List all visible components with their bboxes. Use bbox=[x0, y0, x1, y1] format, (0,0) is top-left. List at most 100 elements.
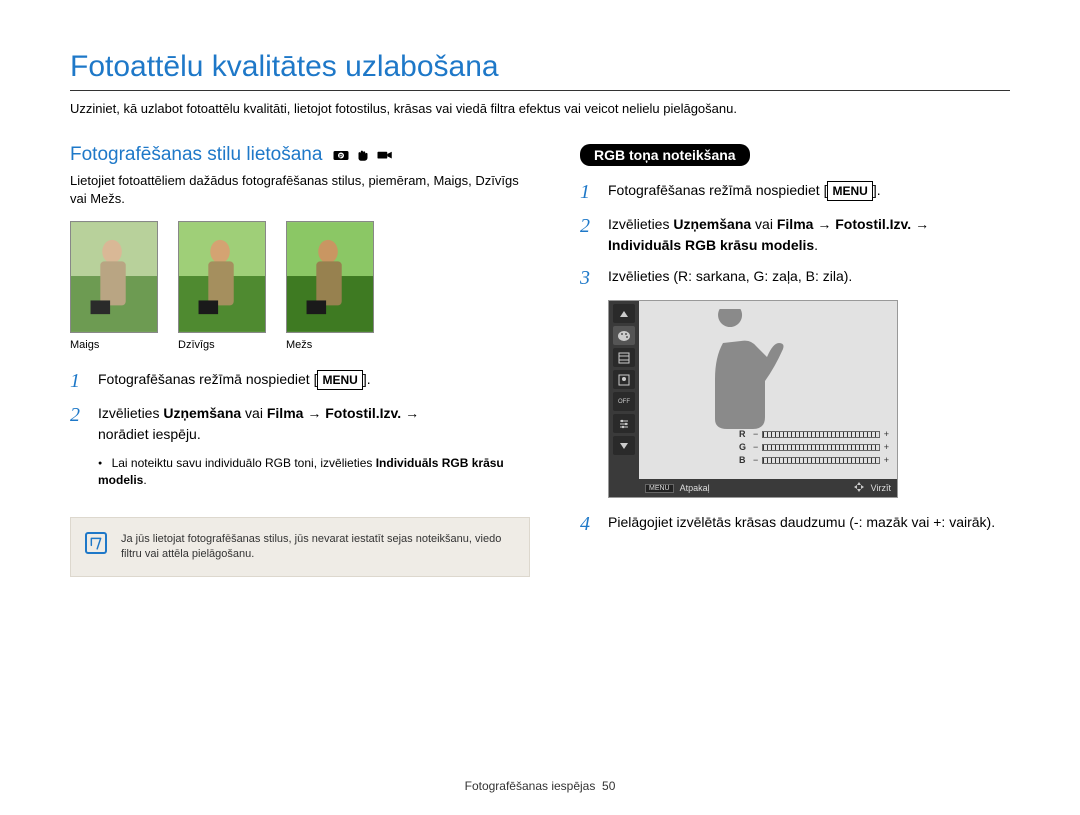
thumb-image bbox=[70, 221, 158, 333]
text-fragment: Fotografēšanas režīmā nospiediet [ bbox=[608, 182, 827, 198]
lcd-sidebar: OFF bbox=[609, 301, 639, 497]
text-fragment: norādiet iespēju. bbox=[98, 426, 201, 442]
text-fragment: ]. bbox=[363, 371, 371, 387]
step-2: 2 Izvēlieties Uzņemšana vai Filma → Foto… bbox=[70, 403, 530, 445]
section-heading-left: Fotografēšanas stilu lietošana P bbox=[70, 144, 530, 166]
heading-text: Fotografēšanas stilu lietošana bbox=[70, 144, 322, 166]
text-bold: Filma bbox=[777, 216, 814, 232]
plus-sign: + bbox=[884, 429, 889, 439]
lcd-off-icon: OFF bbox=[613, 392, 635, 411]
rgb-row-b: B − + bbox=[739, 455, 889, 465]
lcd-back-label: Atpakaļ bbox=[680, 483, 710, 493]
lcd-move-label: Virzīt bbox=[871, 483, 891, 493]
mode-icons-group: P bbox=[332, 148, 394, 162]
minus-sign: − bbox=[753, 429, 758, 439]
lcd-nav-up-icon bbox=[613, 304, 635, 323]
thumb-dzivigs: Dzīvīgs bbox=[178, 221, 266, 351]
step-number: 2 bbox=[70, 403, 86, 427]
lcd-palette-icon bbox=[613, 326, 635, 345]
plus-sign: + bbox=[884, 442, 889, 452]
lcd-nav-icon bbox=[853, 481, 865, 495]
text-bold: Uzņemšana bbox=[163, 405, 241, 421]
camera-p-icon: P bbox=[332, 148, 350, 162]
thumb-maigs: Maigs bbox=[70, 221, 158, 351]
step-text: Izvēlieties Uzņemšana vai Filma → Fotost… bbox=[608, 214, 1010, 256]
pill-rgb-heading: RGB toņa noteikšana bbox=[580, 144, 750, 166]
lcd-filter-icon bbox=[613, 348, 635, 367]
text-bold: Filma bbox=[267, 405, 304, 421]
text-fragment: Izvēlieties bbox=[608, 216, 673, 232]
hand-icon bbox=[354, 148, 372, 162]
rstep-2: 2 Izvēlieties Uzņemšana vai Filma → Foto… bbox=[580, 214, 1010, 256]
plus-sign: + bbox=[884, 455, 889, 465]
rgb-label: R bbox=[739, 429, 749, 439]
thumb-image bbox=[286, 221, 374, 333]
text-fragment: vai bbox=[751, 216, 777, 232]
left-column: Fotografēšanas stilu lietošana P Lietoji… bbox=[70, 144, 530, 577]
page-intro: Uzziniet, kā uzlabot fotoattēlu kvalitāt… bbox=[70, 101, 1010, 116]
step-number: 1 bbox=[580, 180, 596, 204]
text-bold: Uzņemšana bbox=[673, 216, 751, 232]
thumb-label: Maigs bbox=[70, 339, 158, 351]
rstep-1: 1 Fotografēšanas režīmā nospiediet [MENU… bbox=[580, 180, 1010, 204]
text-fragment: Izvēlieties bbox=[98, 405, 163, 421]
rgb-sliders: R − + G − + B − + bbox=[739, 429, 889, 468]
sub-bullet: Lai noteiktu savu individuālo RGB toni, … bbox=[98, 455, 530, 489]
style-thumbnails: Maigs Dzīvīgs bbox=[70, 221, 530, 351]
info-note-box: Ja jūs lietojat fotografēšanas stilus, j… bbox=[70, 517, 530, 578]
text-fragment: vai bbox=[241, 405, 267, 421]
lcd-bottom-bar: MENU Atpakaļ Virzīt bbox=[639, 479, 897, 497]
page-title: Fotoattēlu kvalitātes uzlabošana bbox=[70, 50, 1010, 91]
lcd-nav-down-icon bbox=[613, 436, 635, 455]
thumb-image bbox=[178, 221, 266, 333]
step-text: Fotografēšanas režīmā nospiediet [MENU]. bbox=[608, 180, 1010, 201]
note-icon bbox=[85, 532, 107, 554]
menu-badge: MENU bbox=[317, 370, 362, 390]
footer-page-num: 50 bbox=[602, 779, 615, 793]
section-subtext: Lietojiet fotoattēliem dažādus fotografē… bbox=[70, 172, 530, 207]
video-icon bbox=[376, 148, 394, 162]
rgb-slider-bar bbox=[762, 431, 879, 438]
text-fragment: Fotografēšanas režīmā nospiediet [ bbox=[98, 371, 317, 387]
lcd-adjust-icon bbox=[613, 414, 635, 433]
rgb-label: B bbox=[739, 455, 749, 465]
right-column: RGB toņa noteikšana 1 Fotografēšanas rež… bbox=[580, 144, 1010, 577]
thumb-mezs: Mežs bbox=[286, 221, 374, 351]
rgb-label: G bbox=[739, 442, 749, 452]
menu-badge: MENU bbox=[827, 181, 872, 201]
text-bold: → Fotostil.Izv. → bbox=[303, 405, 419, 421]
step-text: Izvēlieties Uzņemšana vai Filma → Fotost… bbox=[98, 403, 530, 445]
text-fragment: Lai noteiktu savu individuālo RGB toni, … bbox=[112, 456, 376, 470]
step-number: 2 bbox=[580, 214, 596, 238]
rstep-4: 4 Pielāgojiet izvēlētās krāsas daudzumu … bbox=[580, 512, 1010, 536]
rgb-slider-bar bbox=[762, 457, 879, 464]
person-silhouette-icon bbox=[675, 309, 805, 439]
thumb-label: Mežs bbox=[286, 339, 374, 351]
text-fragment: . bbox=[814, 237, 818, 253]
lcd-face-icon bbox=[613, 370, 635, 389]
minus-sign: − bbox=[753, 455, 758, 465]
info-text: Ja jūs lietojat fotografēšanas stilus, j… bbox=[121, 533, 501, 560]
text-bold: Individuāls RGB krāsu modelis bbox=[608, 237, 814, 253]
page-footer: Fotografēšanas iespējas 50 bbox=[0, 779, 1080, 793]
camera-lcd-illustration: OFF R − + bbox=[608, 300, 898, 498]
rgb-row-r: R − + bbox=[739, 429, 889, 439]
thumb-label: Dzīvīgs bbox=[178, 339, 266, 351]
left-steps: 1 Fotografēšanas režīmā nospiediet [MENU… bbox=[70, 369, 530, 489]
step-text: Izvēlieties (R: sarkana, G: zaļa, B: zil… bbox=[608, 266, 1010, 287]
step-text: Pielāgojiet izvēlētās krāsas daudzumu (-… bbox=[608, 512, 1010, 533]
step-number: 4 bbox=[580, 512, 596, 536]
minus-sign: − bbox=[753, 442, 758, 452]
two-column-layout: Fotografēšanas stilu lietošana P Lietoji… bbox=[70, 144, 1010, 577]
rstep-3: 3 Izvēlieties (R: sarkana, G: zaļa, B: z… bbox=[580, 266, 1010, 290]
step-number: 3 bbox=[580, 266, 596, 290]
step-1: 1 Fotografēšanas režīmā nospiediet [MENU… bbox=[70, 369, 530, 393]
rgb-slider-bar bbox=[762, 444, 879, 451]
text-fragment: ]. bbox=[873, 182, 881, 198]
step-number: 1 bbox=[70, 369, 86, 393]
text-fragment: . bbox=[143, 473, 146, 487]
rgb-row-g: G − + bbox=[739, 442, 889, 452]
step-text: Fotografēšanas režīmā nospiediet [MENU]. bbox=[98, 369, 530, 390]
lcd-main-area: R − + G − + B − + bbox=[639, 301, 897, 497]
text-bold: → Fotostil.Izv. → bbox=[813, 216, 929, 232]
